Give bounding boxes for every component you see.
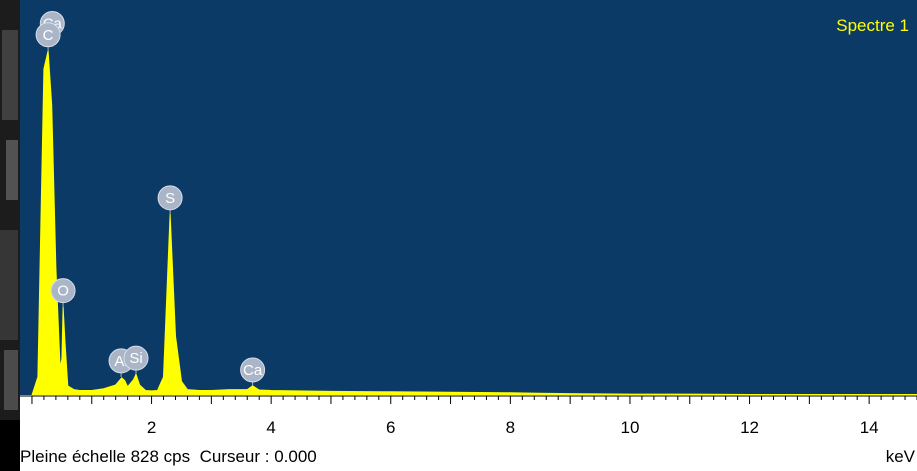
peak-marker-s[interactable]: S: [157, 185, 183, 214]
full-scale-readout: Pleine échelle 828 cps: [20, 447, 191, 466]
peak-marker-o[interactable]: O: [50, 278, 76, 307]
spectrum-series: [31, 50, 917, 396]
x-axis: 2 4 6 8 10 12 14: [20, 395, 917, 445]
plot-background: [20, 0, 917, 395]
sem-image-strip: [0, 0, 20, 420]
x-tick-label: 10: [620, 418, 639, 437]
x-axis-unit: keV: [885, 447, 915, 466]
peak-label: S: [165, 190, 175, 207]
spectrum-title: Spectre 1: [836, 16, 909, 35]
x-tick-label: 4: [266, 418, 275, 437]
spectrum-svg: CaCOAlSiSCa: [20, 0, 917, 396]
peak-label: O: [57, 283, 69, 300]
peak-marker-si[interactable]: Si: [123, 345, 149, 375]
x-tick-label: 2: [147, 418, 156, 437]
peak-label: C: [43, 27, 54, 44]
x-tick-label: 14: [860, 418, 879, 437]
x-tick-label: 8: [506, 418, 515, 437]
peak-label: Si: [129, 350, 142, 367]
x-tick-label: 6: [386, 418, 395, 437]
peak-marker-c[interactable]: C: [35, 22, 61, 51]
x-tick-label: 12: [740, 418, 759, 437]
peak-marker-ca[interactable]: Ca: [240, 357, 266, 386]
cursor-readout: Curseur : 0.000: [199, 447, 317, 466]
peak-label: Ca: [243, 362, 263, 379]
status-bar: Pleine échelle 828 cps Curseur : 0.000 k…: [20, 445, 917, 471]
spectrum-plot[interactable]: CaCOAlSiSCa Spectre 1: [20, 0, 917, 396]
